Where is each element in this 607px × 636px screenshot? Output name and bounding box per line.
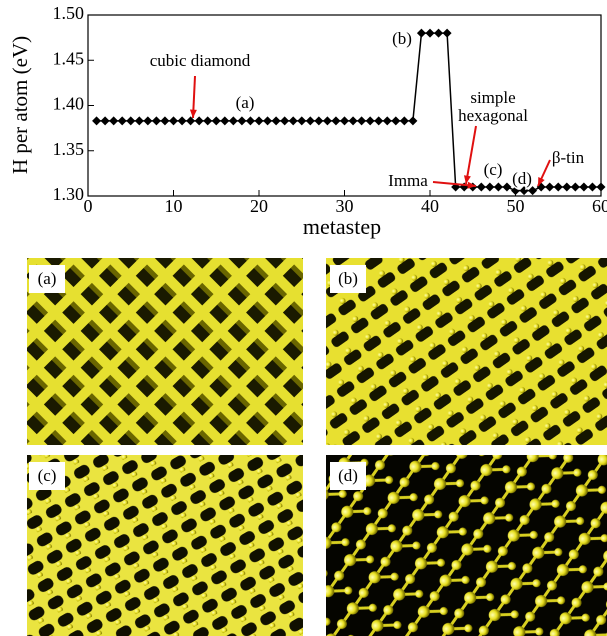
point (340, 116, 349, 125)
x-tick-label: 30 (336, 196, 354, 216)
annotation: (d) (512, 169, 532, 188)
panels: (a) (b) (c) (d) (27, 258, 607, 636)
point (434, 29, 443, 38)
annotation: hexagonal (458, 106, 528, 125)
arrow (466, 126, 476, 184)
point (323, 116, 332, 125)
point (571, 182, 580, 191)
point (212, 116, 221, 125)
point (383, 116, 392, 125)
panel-label: (c) (38, 466, 57, 485)
point (477, 182, 486, 191)
panel-label: (b) (338, 269, 358, 288)
panel-label: (d) (338, 466, 358, 485)
x-tick-label: 10 (165, 196, 183, 216)
point (101, 116, 110, 125)
point (391, 116, 400, 125)
point (109, 116, 118, 125)
point (502, 182, 511, 191)
point (280, 116, 289, 125)
point (443, 29, 452, 38)
point (118, 116, 127, 125)
figure: metastep H per atom (eV) (a) (b) (c) (d)… (0, 0, 607, 636)
point (417, 29, 426, 38)
point (366, 116, 375, 125)
point (306, 116, 315, 125)
point (229, 116, 238, 125)
point (135, 116, 144, 125)
point (152, 116, 161, 125)
panel-image (326, 258, 607, 445)
annotation: simple (470, 88, 515, 107)
point (426, 29, 435, 38)
y-tick-label: 1.35 (53, 139, 85, 159)
panel-image (27, 455, 303, 636)
annotation: (a) (236, 93, 255, 112)
point (255, 116, 264, 125)
point (289, 116, 298, 125)
point (400, 116, 409, 125)
annotation: Imma (388, 171, 428, 190)
x-tick-label: 0 (84, 196, 93, 216)
point (126, 116, 135, 125)
x-tick-label: 20 (250, 196, 268, 216)
y-tick-label: 1.40 (53, 94, 85, 114)
annotation: (c) (484, 160, 503, 179)
point (203, 116, 212, 125)
x-tick-label: 50 (507, 196, 525, 216)
y-tick-label: 1.50 (53, 3, 85, 23)
point (92, 116, 101, 125)
point (554, 182, 563, 191)
point (272, 116, 281, 125)
point (297, 116, 306, 125)
y-tick-label: 1.30 (53, 184, 85, 204)
point (485, 182, 494, 191)
panel-label: (a) (38, 269, 57, 288)
point (588, 182, 597, 191)
point (374, 116, 383, 125)
panel-image (326, 455, 607, 636)
point (178, 116, 187, 125)
point (314, 116, 323, 125)
y-tick-label: 1.45 (53, 48, 85, 68)
point (220, 116, 229, 125)
page: {"chart_data": {"type": "line", "xlabel"… (0, 0, 607, 636)
y-axis-label: H per atom (eV) (8, 36, 32, 174)
point (562, 182, 571, 191)
point (143, 116, 152, 125)
point (263, 116, 272, 125)
x-tick-label: 60 (592, 196, 607, 216)
annotation: β-tin (552, 148, 585, 167)
x-tick-label: 40 (421, 196, 439, 216)
point (408, 116, 417, 125)
point (494, 182, 503, 191)
point (597, 182, 606, 191)
annotation: cubic diamond (150, 51, 251, 70)
point (349, 116, 358, 125)
point (246, 116, 255, 125)
point (169, 116, 178, 125)
panel-image (27, 258, 303, 445)
x-axis-label: metastep (303, 214, 381, 239)
point (195, 116, 204, 125)
point (357, 116, 366, 125)
point (237, 116, 246, 125)
point (579, 182, 588, 191)
annotation: (b) (392, 29, 412, 48)
point (545, 182, 554, 191)
point (331, 116, 340, 125)
point (160, 116, 169, 125)
